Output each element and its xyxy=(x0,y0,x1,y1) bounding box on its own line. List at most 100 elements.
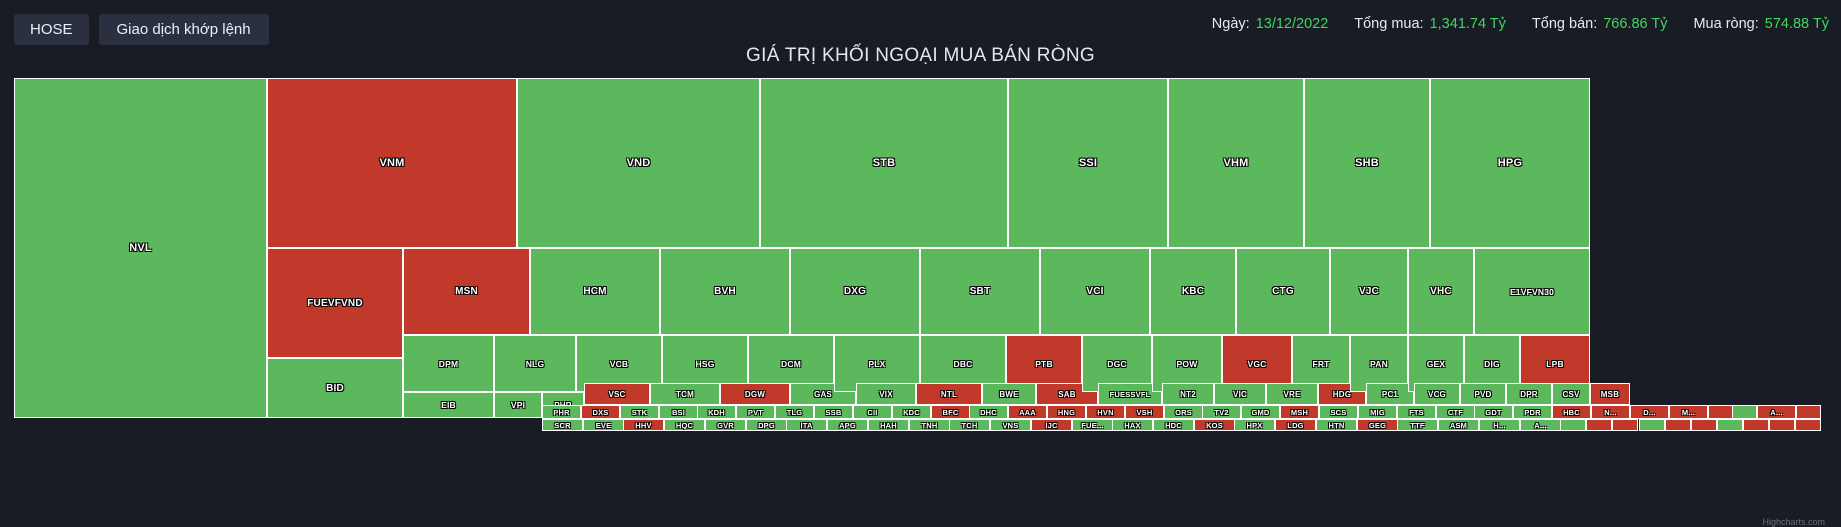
treemap-tile[interactable]: NTL xyxy=(916,383,982,405)
treemap-tile[interactable]: TTF xyxy=(1397,419,1438,431)
treemap-tile[interactable]: SCR xyxy=(542,419,583,431)
treemap-tile[interactable]: GDT xyxy=(1474,405,1513,419)
treemap-tile[interactable]: NLG xyxy=(494,335,576,392)
treemap-tile[interactable]: AAA xyxy=(1008,405,1047,419)
treemap-tile[interactable]: VCG xyxy=(1414,383,1460,405)
treemap-tile[interactable]: HHV xyxy=(623,419,664,431)
treemap-tile[interactable] xyxy=(1795,419,1821,431)
treemap-tile[interactable]: APG xyxy=(827,419,868,431)
treemap-tile[interactable]: ITA xyxy=(786,419,827,431)
treemap-tile[interactable]: HAH xyxy=(868,419,909,431)
treemap-tile[interactable]: A... xyxy=(1757,405,1796,419)
treemap-tile[interactable] xyxy=(1796,405,1821,419)
treemap-tile[interactable]: SCS xyxy=(1319,405,1358,419)
treemap-tile[interactable]: CTG xyxy=(1236,248,1330,335)
treemap-tile[interactable]: HCM xyxy=(530,248,660,335)
treemap-tile[interactable]: VSH xyxy=(1125,405,1164,419)
treemap-tile[interactable]: ASM xyxy=(1438,419,1479,431)
treemap-tile[interactable]: GEG xyxy=(1357,419,1398,431)
treemap-tile[interactable]: MSB xyxy=(1590,383,1630,405)
treemap-tile[interactable]: HNG xyxy=(1047,405,1086,419)
treemap-tile[interactable] xyxy=(1708,405,1733,419)
treemap-tile[interactable]: SHB xyxy=(1304,78,1430,248)
treemap-tile[interactable]: KDH xyxy=(697,405,736,419)
treemap-tile[interactable]: MSH xyxy=(1280,405,1319,419)
treemap-tile[interactable] xyxy=(1691,419,1717,431)
treemap-tile[interactable] xyxy=(1586,419,1612,431)
treemap-tile[interactable]: FUE... xyxy=(1072,419,1113,431)
treemap-tile[interactable]: HBC xyxy=(1552,405,1591,419)
treemap-tile[interactable]: DPR xyxy=(1506,383,1552,405)
treemap-tile[interactable]: M... xyxy=(1669,405,1708,419)
treemap-tile[interactable]: VCI xyxy=(1040,248,1150,335)
treemap-tile[interactable]: D... xyxy=(1630,405,1669,419)
treemap-tile[interactable]: TCM xyxy=(650,383,720,405)
treemap-tile[interactable]: CTF xyxy=(1436,405,1475,419)
treemap-tile[interactable]: CII xyxy=(853,405,892,419)
treemap-tile[interactable]: PHR xyxy=(542,405,581,419)
treemap-tile[interactable]: PC1 xyxy=(1366,383,1414,405)
treemap-tile[interactable]: DGW xyxy=(720,383,790,405)
treemap-tile[interactable]: VND xyxy=(517,78,760,248)
treemap-tile[interactable]: HDC xyxy=(1153,419,1194,431)
treemap-tile[interactable] xyxy=(1560,419,1586,431)
treemap-tile[interactable]: LDG xyxy=(1275,419,1316,431)
treemap-tile[interactable]: TNH xyxy=(909,419,950,431)
treemap-tile[interactable]: HTN xyxy=(1316,419,1357,431)
treemap-tile[interactable]: NVL xyxy=(14,78,267,418)
treemap-tile[interactable]: GMD xyxy=(1241,405,1280,419)
treemap-tile[interactable] xyxy=(1732,405,1757,419)
treemap-tile[interactable]: HPX xyxy=(1234,419,1275,431)
treemap-tile[interactable] xyxy=(1612,419,1638,431)
treemap-tile[interactable]: BSI xyxy=(659,405,698,419)
treemap-tile[interactable]: MIG xyxy=(1358,405,1397,419)
treemap-tile[interactable]: SSI xyxy=(1008,78,1168,248)
trade-mode-button[interactable]: Giao dịch khớp lệnh xyxy=(98,14,269,45)
treemap-tile[interactable]: TLG xyxy=(775,405,814,419)
treemap-tile[interactable]: DXS xyxy=(581,405,620,419)
treemap-tile[interactable]: VPI xyxy=(494,392,542,418)
treemap-tile[interactable]: VJC xyxy=(1330,248,1408,335)
treemap-tile[interactable]: DPG xyxy=(746,419,787,431)
treemap-tile[interactable]: HPG xyxy=(1430,78,1590,248)
treemap-tile[interactable]: BID xyxy=(267,358,403,418)
treemap-tile[interactable]: HAX xyxy=(1112,419,1153,431)
treemap-tile[interactable]: HVN xyxy=(1086,405,1125,419)
treemap-tile[interactable]: PVT xyxy=(736,405,775,419)
treemap-tile[interactable] xyxy=(1717,419,1743,431)
treemap-tile[interactable]: TCH xyxy=(949,419,990,431)
treemap-tile[interactable]: FUEVFVND xyxy=(267,248,403,358)
treemap-tile[interactable]: VNS xyxy=(990,419,1031,431)
treemap-tile[interactable]: PVD xyxy=(1460,383,1506,405)
treemap-tile[interactable]: STB xyxy=(760,78,1008,248)
treemap-tile[interactable]: KBC xyxy=(1150,248,1236,335)
treemap-tile[interactable]: DPM xyxy=(403,335,494,392)
treemap-tile[interactable]: N... xyxy=(1591,405,1630,419)
treemap-tile[interactable]: DHC xyxy=(969,405,1008,419)
treemap-tile[interactable]: BFC xyxy=(931,405,970,419)
treemap-tile[interactable]: VHM xyxy=(1168,78,1304,248)
treemap-tile[interactable]: DXG xyxy=(790,248,920,335)
treemap-tile[interactable]: E1VFVN30 xyxy=(1474,248,1590,335)
treemap-tile[interactable]: NT2 xyxy=(1162,383,1214,405)
treemap-tile[interactable]: SBT xyxy=(920,248,1040,335)
treemap-tile[interactable]: SSB xyxy=(814,405,853,419)
treemap-tile[interactable]: KDC xyxy=(892,405,931,419)
treemap-tile[interactable]: VHC xyxy=(1408,248,1474,335)
treemap-tile[interactable]: VSC xyxy=(584,383,650,405)
treemap-tile[interactable]: VIX xyxy=(856,383,916,405)
treemap-tile[interactable]: A... xyxy=(1520,419,1561,431)
treemap-tile[interactable]: EIB xyxy=(403,392,494,418)
treemap-tile[interactable] xyxy=(1665,419,1691,431)
treemap-tile[interactable]: VRE xyxy=(1266,383,1318,405)
treemap-tile[interactable]: CSV xyxy=(1552,383,1590,405)
treemap-tile[interactable]: PTB xyxy=(1006,335,1082,392)
treemap-tile[interactable] xyxy=(1743,419,1769,431)
treemap-tile[interactable]: BWE xyxy=(982,383,1036,405)
treemap-tile[interactable]: DCM xyxy=(748,335,834,392)
exchange-selector-button[interactable]: HOSE xyxy=(14,14,89,45)
treemap-tile[interactable] xyxy=(1639,419,1665,431)
treemap-tile[interactable]: MSN xyxy=(403,248,530,335)
treemap-tile[interactable] xyxy=(1769,419,1795,431)
treemap-tile[interactable]: HQC xyxy=(664,419,705,431)
